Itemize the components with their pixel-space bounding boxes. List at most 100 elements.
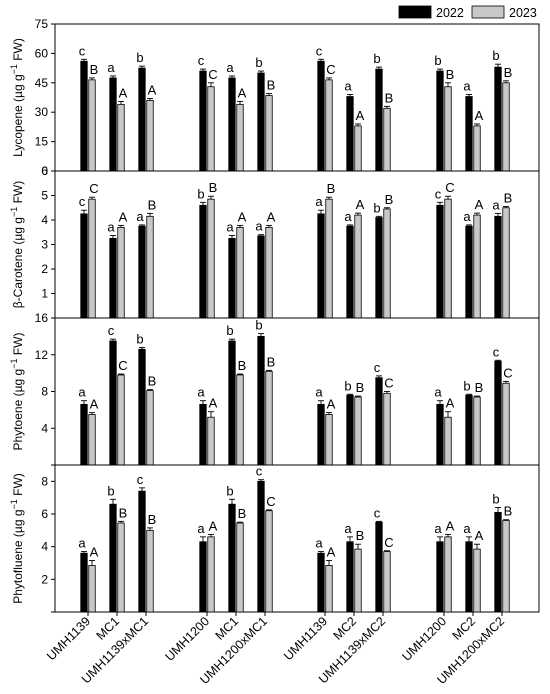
bar-2023 [265,95,273,172]
bar-2023 [473,396,481,466]
bar-2023 [473,214,481,319]
significance-letter: A [148,82,157,97]
y-tick-label: 12 [35,348,49,362]
significance-letter: b [434,53,441,68]
bar-2023 [117,522,125,613]
significance-letter: B [475,380,484,395]
bar-2022 [346,96,354,172]
significance-letter: A [475,528,484,543]
significance-letter: A [356,197,365,212]
significance-letter: b [136,331,143,346]
significance-letter: C [89,181,98,196]
significance-letter: B [119,505,128,520]
category-label: UMH1139 [281,614,330,663]
bar-2022 [199,70,207,172]
significance-letter: c [79,43,86,58]
significance-letter: a [197,521,205,536]
significance-letter: A [119,85,128,100]
significance-letter: a [463,209,471,224]
significance-letter: C [208,67,217,82]
bar-2022 [109,503,117,613]
significance-letter: B [148,512,157,527]
panel-frame [54,464,540,613]
bar-2022 [494,511,502,613]
bar-2023 [207,416,215,466]
significance-letter: b [492,491,499,506]
y-axis-label: Phytoene (µg g−1 FW) [9,333,25,451]
legend-swatch-2022 [398,5,432,19]
significance-letter: A [475,108,484,123]
significance-letter: a [136,209,144,224]
y-tick-label: 16 [35,311,49,325]
bar-2023 [146,390,154,466]
bar-2022 [199,204,207,319]
y-tick-label: 15 [35,135,49,149]
bar-2023 [502,207,510,319]
significance-letter: A [238,85,247,100]
bar-2022 [465,394,473,466]
bar-2023 [265,370,273,466]
significance-letter: C [384,535,393,550]
significance-letter: b [226,483,233,498]
significance-letter: B [90,62,99,77]
significance-letter: b [255,318,262,333]
bar-2022 [199,403,207,466]
bar-2022 [346,541,354,613]
bar-2022 [317,403,325,466]
category-label: UMH1200 [399,614,449,664]
significance-letter: A [209,518,218,533]
bar-2023 [265,226,273,319]
significance-letter: C [326,62,335,77]
bar-2022 [436,541,444,613]
significance-letter: A [267,209,276,224]
bar-2023 [354,125,362,172]
bar-2022 [228,237,236,319]
y-tick-label: 5 [41,189,48,203]
significance-letter: a [255,219,263,234]
bar-2023 [354,214,362,319]
bar-2022 [494,215,502,319]
legend: 2022 2023 [398,5,537,20]
bar-2023 [444,198,452,319]
significance-letter: a [107,60,115,75]
bar-2022 [494,360,502,466]
significance-letter: B [504,65,513,80]
significance-letter: B [238,506,247,521]
bar-2022 [257,480,265,613]
bar-2023 [207,86,215,172]
bar-2023 [88,414,96,466]
significance-letter: A [90,545,99,560]
bar-2023 [146,529,154,613]
bar-2023 [146,215,154,319]
bar-2023 [325,565,333,613]
legend-label-2023: 2023 [509,6,537,20]
bar-2022 [346,394,354,466]
significance-letter: a [463,521,471,536]
bar-2022 [436,204,444,319]
bar-2022 [138,225,146,319]
significance-letter: c [374,360,381,375]
bar-2022 [375,217,383,319]
bar-2022 [257,335,265,466]
bar-2022 [138,348,146,466]
significance-letter: A [327,545,336,560]
significance-letter: a [315,385,323,400]
significance-letter: b [373,51,380,66]
bar-2022 [257,72,265,172]
significance-letter: a [78,536,86,551]
significance-letter: c [435,186,442,201]
bar-2022 [494,66,502,172]
significance-letter: A [90,397,99,412]
significance-letter: a [344,209,352,224]
bar-2022 [465,541,473,613]
significance-letter: C [503,365,512,380]
bar-2022 [375,68,383,172]
bar-2023 [473,548,481,613]
bar-2023 [383,208,391,319]
category-label: UMH1200 [162,614,212,664]
